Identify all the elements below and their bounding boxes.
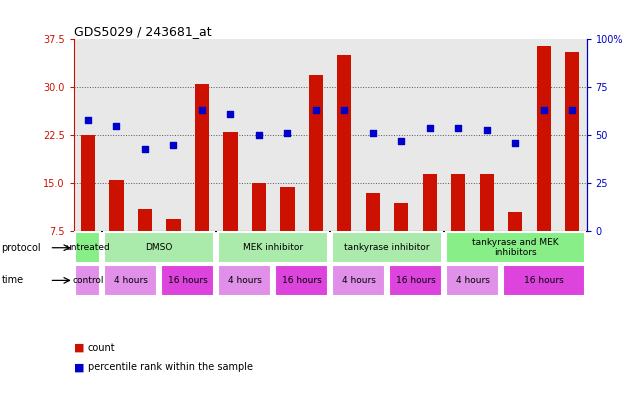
Bar [252,184,266,231]
Point [83,117,93,123]
Text: 16 hours: 16 hours [282,276,322,285]
Point [282,130,292,137]
Text: time: time [1,275,24,285]
Bar [302,39,330,231]
Bar [76,265,101,296]
Bar [138,209,152,231]
Point [197,107,207,114]
Bar [445,232,585,263]
Bar [273,39,302,231]
Bar [76,232,101,263]
Bar [309,75,323,231]
Point [140,146,150,152]
Bar [503,265,585,296]
Point [453,125,463,131]
Bar [166,219,181,231]
Point [368,130,378,137]
Bar [529,39,558,231]
Text: untreated: untreated [65,243,110,252]
Point [567,107,578,114]
Point [254,132,264,138]
Text: tankyrase and MEK
inhibitors: tankyrase and MEK inhibitors [472,238,558,257]
Bar [508,212,522,231]
Bar [501,39,529,231]
Bar [387,39,415,231]
Text: 16 hours: 16 hours [524,276,563,285]
Point [481,127,492,133]
Bar [245,39,273,231]
Bar [275,265,328,296]
Point [112,123,122,129]
Bar [451,174,465,231]
Bar [332,265,385,296]
Bar [479,174,494,231]
Bar [195,84,209,231]
Bar [161,265,215,296]
Point [311,107,321,114]
Bar [337,55,351,231]
Bar [104,265,158,296]
Text: GDS5029 / 243681_at: GDS5029 / 243681_at [74,25,212,38]
Bar [131,39,159,231]
Bar [472,39,501,231]
Bar [223,132,238,231]
Text: 16 hours: 16 hours [168,276,208,285]
Text: MEK inhibitor: MEK inhibitor [243,243,303,252]
Bar [218,265,271,296]
Bar [216,39,245,231]
Text: 4 hours: 4 hours [342,276,376,285]
Bar [110,180,124,231]
Text: ■: ■ [74,343,84,353]
Point [225,111,235,118]
Bar [330,39,358,231]
Bar [415,39,444,231]
Point [339,107,349,114]
Bar [358,39,387,231]
Bar [218,232,328,263]
Text: 4 hours: 4 hours [113,276,147,285]
Bar [81,135,95,231]
Bar [537,46,551,231]
Text: DMSO: DMSO [146,243,173,252]
Text: 4 hours: 4 hours [228,276,262,285]
Text: ■: ■ [74,362,84,373]
Bar [558,39,587,231]
Bar [280,187,294,231]
Bar [389,265,442,296]
Text: tankyrase inhibitor: tankyrase inhibitor [344,243,430,252]
Text: 16 hours: 16 hours [395,276,435,285]
Bar [159,39,188,231]
Text: protocol: protocol [1,243,41,253]
Point [538,107,549,114]
Bar [445,265,499,296]
Bar [102,39,131,231]
Text: count: count [88,343,115,353]
Bar [74,39,102,231]
Text: control: control [72,276,104,285]
Bar [422,174,437,231]
Point [396,138,406,144]
Bar [565,52,579,231]
Bar [104,232,215,263]
Point [510,140,520,146]
Text: percentile rank within the sample: percentile rank within the sample [88,362,253,373]
Text: 4 hours: 4 hours [456,276,490,285]
Bar [188,39,216,231]
Bar [366,193,380,231]
Point [169,142,179,148]
Bar [394,202,408,231]
Point [425,125,435,131]
Bar [444,39,472,231]
Bar [332,232,442,263]
